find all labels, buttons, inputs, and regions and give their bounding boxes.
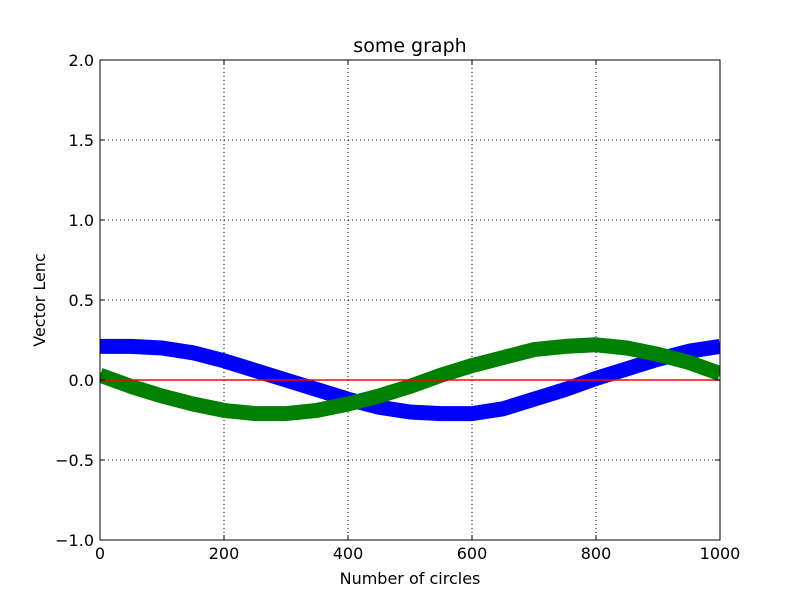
y-tick-label: 1.5 — [69, 131, 94, 150]
chart-title: some graph — [353, 35, 466, 57]
x-tick-label: 600 — [457, 544, 488, 563]
y-axis-title: Vector Lenc — [30, 253, 49, 346]
y-tick-label: −1.0 — [55, 531, 94, 550]
series-layer — [100, 337, 720, 422]
y-tick-label: 1.0 — [69, 211, 94, 230]
x-tick-label: 0 — [95, 544, 105, 563]
ticks: 0 200 400 600 800 1000 −1.0 −0.5 0.0 0.5 1.0 1.5 2.0 — [55, 51, 740, 563]
y-tick-label: 0.5 — [69, 291, 94, 310]
y-tick-label: 0.0 — [69, 371, 94, 390]
y-tick-label: −0.5 — [55, 451, 94, 470]
series-line-blue — [100, 338, 720, 422]
series-line-green — [100, 337, 720, 422]
plot-area: 0 200 400 600 800 1000 −1.0 −0.5 0.0 0.5 1.0 1.5 2.0 — [55, 51, 740, 563]
x-tick-label: 200 — [209, 544, 240, 563]
grid — [100, 60, 720, 540]
x-tick-label: 1000 — [700, 544, 741, 563]
x-axis-title: Number of circles — [340, 569, 481, 588]
x-tick-label: 400 — [333, 544, 364, 563]
y-tick-label: 2.0 — [69, 51, 94, 70]
x-tick-label: 800 — [581, 544, 612, 563]
